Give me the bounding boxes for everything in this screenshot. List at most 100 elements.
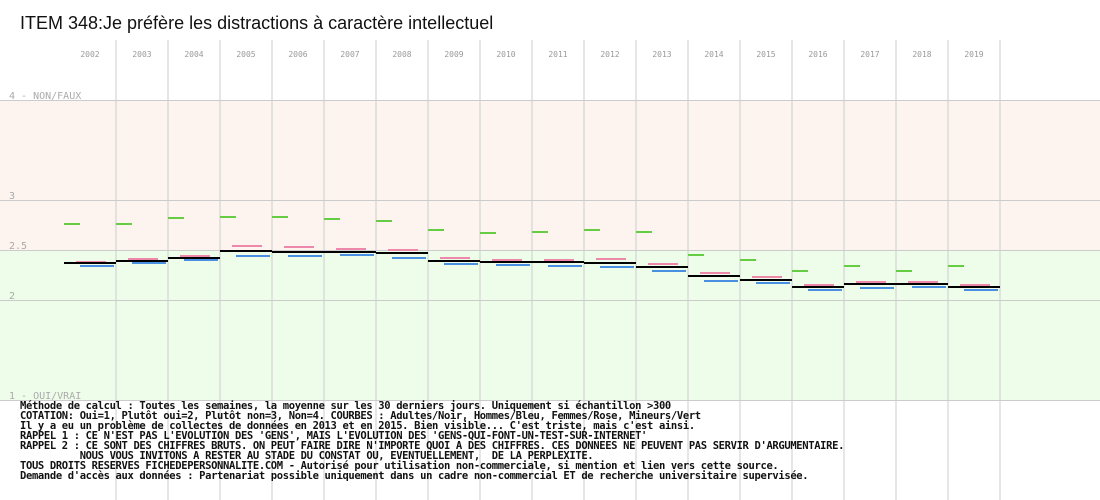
note-line-4: RAPPEL 1 : CE N'EST PAS L'EVOLUTION DES … [20,430,648,442]
chart-title: ITEM 348:Je préfère les distractions à c… [20,13,493,33]
y-tick-label-1: 3 [9,191,15,202]
mark-mineurs-2013 [636,231,652,233]
mark-hommes-2011 [548,265,582,267]
x-tick-label-2004: 2004 [184,50,203,59]
mark-hommes-2017 [860,287,894,289]
mark-mineurs-2014 [688,254,704,256]
mark-mineurs-2018 [896,270,912,272]
mark-hommes-2015 [756,282,790,284]
x-tick-label-2008: 2008 [392,50,411,59]
mark-hommes-2003 [132,262,166,264]
mark-mineurs-2011 [532,231,548,233]
mark-mineurs-2004 [168,217,184,219]
chart-grid [0,40,1100,500]
series-mineurs [64,216,964,272]
x-tick-label-2019: 2019 [964,50,983,59]
mark-adultes-2015 [740,279,792,281]
mark-adultes-2009 [428,260,480,262]
mark-adultes-2014 [688,275,740,277]
mark-mineurs-2007 [324,218,340,220]
mark-mineurs-2012 [584,229,600,231]
mark-mineurs-2010 [480,232,496,234]
mark-femmes-2018 [908,281,938,283]
x-tick-label-2015: 2015 [756,50,775,59]
mark-hommes-2012 [600,266,634,268]
y-tick-label-4: 1 - OUI/VRAI [9,391,81,402]
note-line-2: COTATION: Oui=1, Plutôt oui=2, Plutôt no… [20,410,701,422]
mark-hommes-2016 [808,289,842,291]
mark-mineurs-2002 [64,223,80,225]
mark-mineurs-2005 [220,216,236,218]
chart-notes: Méthode de calcul : Toutes les semaines,… [20,400,1090,482]
mark-femmes-2009 [440,257,470,259]
mark-hommes-2018 [912,286,946,288]
x-tick-label-2007: 2007 [340,50,359,59]
x-tick-label-2011: 2011 [548,50,567,59]
mark-adultes-2013 [636,266,688,268]
mark-hommes-2010 [496,264,530,266]
mark-mineurs-2019 [948,265,964,267]
mark-adultes-2007 [324,251,376,253]
mark-hommes-2006 [288,255,322,257]
mark-adultes-2003 [116,260,168,262]
mark-hommes-2014 [704,280,738,282]
y-tick-label-3: 2 [9,291,15,302]
note-line-1: Méthode de calcul : Toutes les semaines,… [20,400,671,412]
series-adultes [64,250,1000,288]
mark-adultes-2012 [584,262,636,264]
mark-mineurs-2003 [116,223,132,225]
mark-adultes-2002 [64,262,116,264]
mark-mineurs-2017 [844,265,860,267]
series-hommes [80,254,998,291]
mark-femmes-2011 [544,259,574,261]
x-tick-label-2013: 2013 [652,50,671,59]
mark-mineurs-2016 [792,270,808,272]
mark-adultes-2017 [844,283,896,285]
mark-femmes-2003 [128,258,158,260]
y-tick-label-2: 2.5 [9,241,27,252]
mark-hommes-2002 [80,265,114,267]
mark-adultes-2008 [376,252,428,254]
y-axis-labels: 4 - NON/FAUX 3 2.5 2 1 - OUI/VRAI [9,91,81,402]
x-tick-label-2014: 2014 [704,50,723,59]
x-tick-label-2005: 2005 [236,50,255,59]
mark-femmes-2019 [960,284,990,286]
x-tick-label-2010: 2010 [496,50,515,59]
x-tick-label-2002: 2002 [80,50,99,59]
note-line-6: NOUS VOUS INVITONS A RESTER AU STADE DU … [20,450,594,462]
x-tick-label-2003: 2003 [132,50,151,59]
mark-hommes-2005 [236,255,270,257]
series-femmes [76,245,990,286]
mark-femmes-2012 [596,258,626,260]
mark-adultes-2016 [792,286,844,288]
note-line-5: RAPPEL 2 : CE SONT DES CHIFFRES BRUTS. O… [20,440,845,452]
mark-femmes-2016 [804,284,834,286]
mark-mineurs-2006 [272,216,288,218]
y-tick-label-0: 4 - NON/FAUX [9,91,81,102]
x-tick-label-2006: 2006 [288,50,307,59]
x-tick-label-2012: 2012 [600,50,619,59]
mark-adultes-2006 [272,251,324,253]
note-line-3: Il y a eu un problème de collectes de do… [20,420,695,432]
chart-marks [64,216,1000,291]
mark-mineurs-2008 [376,220,392,222]
mark-adultes-2005 [220,250,272,252]
x-axis-labels: 2002 2003 2004 2005 2006 2007 2008 2009 2010 2011… [80,50,983,59]
mark-femmes-2006 [284,246,314,248]
band-1 [0,250,1100,400]
mark-mineurs-2015 [740,259,756,261]
mark-mineurs-2009 [428,229,444,231]
x-tick-label-2017: 2017 [860,50,879,59]
mark-femmes-2008 [388,249,418,251]
mark-adultes-2011 [532,261,584,263]
mark-adultes-2018 [896,283,948,285]
mark-hommes-2007 [340,254,374,256]
mark-adultes-2019 [948,286,1000,288]
mark-femmes-2004 [180,255,210,257]
mark-femmes-2007 [336,248,366,250]
mark-hommes-2008 [392,257,426,259]
mark-adultes-2004 [168,257,220,259]
mark-hommes-2013 [652,270,686,272]
band-0 [0,100,1100,250]
note-line-7: TOUS DROITS RESERVES FICHEDEPERSONNALITE… [20,460,779,472]
